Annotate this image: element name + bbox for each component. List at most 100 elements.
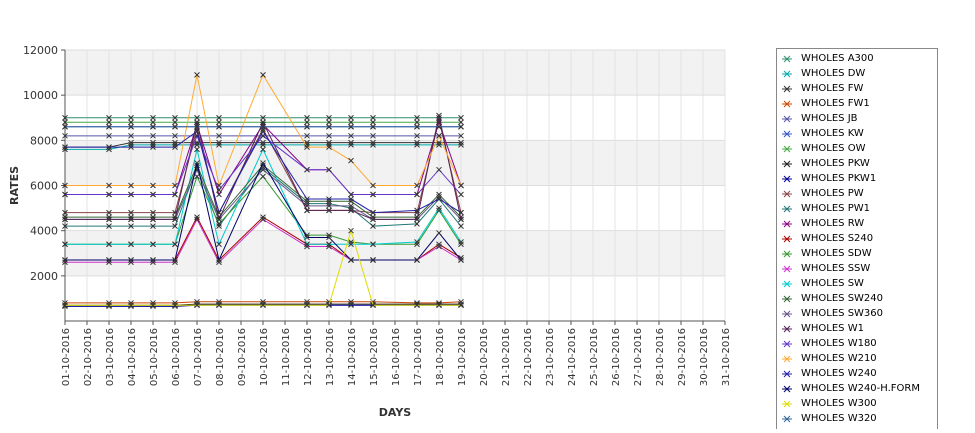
data-point <box>304 132 310 139</box>
data-point <box>458 191 464 198</box>
legend-item: WHOLES A300 <box>781 51 874 66</box>
data-point <box>348 302 354 309</box>
data-point <box>436 112 442 119</box>
data-point <box>260 146 266 153</box>
data-point <box>216 119 222 126</box>
legend-marker-icon <box>782 55 792 62</box>
data-point <box>260 123 266 130</box>
data-point <box>326 198 332 205</box>
data-point <box>128 191 134 198</box>
legend-label: WHOLES W300 <box>801 398 877 409</box>
data-point <box>370 119 376 126</box>
data-point <box>260 301 266 307</box>
data-point <box>458 223 464 230</box>
x-tick-label: 05-10-2016 <box>149 328 160 386</box>
data-point <box>326 241 332 248</box>
data-point <box>194 71 200 78</box>
data-point <box>150 209 156 216</box>
x-tick-label: 30-10-2016 <box>699 328 710 386</box>
data-point <box>348 257 354 263</box>
x-tick-label: 22-10-2016 <box>523 328 534 386</box>
data-point <box>436 207 442 214</box>
legend-item: WHOLES FW <box>781 81 863 96</box>
data-point <box>348 239 354 245</box>
data-point <box>326 139 332 146</box>
data-point <box>128 259 134 266</box>
legend-item: WHOLES PW1 <box>781 201 870 216</box>
data-point <box>216 259 222 266</box>
data-point <box>260 114 266 121</box>
data-point <box>414 257 420 263</box>
data-point <box>348 141 354 148</box>
x-tick-label: 23-10-2016 <box>545 328 556 386</box>
data-point <box>194 173 200 180</box>
data-point <box>326 200 332 207</box>
data-point <box>62 191 68 198</box>
legend-marker-icon <box>782 370 792 377</box>
data-point <box>326 202 332 209</box>
data-point <box>150 182 156 189</box>
data-point <box>216 216 222 223</box>
data-point <box>304 198 310 205</box>
legend-marker-icon <box>782 235 792 242</box>
y-tick-label: 4000 <box>30 225 58 238</box>
legend-label: WHOLES RW <box>801 218 865 229</box>
data-point <box>436 230 442 236</box>
y-axis-title: RATES <box>8 166 21 205</box>
data-point <box>106 259 112 266</box>
data-point <box>106 119 112 126</box>
x-tick-label: 02-10-2016 <box>83 328 94 386</box>
data-point <box>458 114 464 121</box>
data-point <box>326 119 332 126</box>
data-point <box>304 196 310 202</box>
data-point <box>260 214 266 220</box>
data-point <box>348 227 354 234</box>
data-point <box>106 302 112 309</box>
legend-marker-icon <box>782 205 792 212</box>
data-point <box>458 123 464 130</box>
data-point <box>106 257 112 263</box>
data-point <box>370 139 376 146</box>
data-point <box>326 234 332 241</box>
data-point <box>106 182 112 189</box>
data-point <box>216 114 222 121</box>
data-point <box>348 139 354 146</box>
data-point <box>150 114 156 121</box>
data-point <box>172 132 178 139</box>
data-point <box>150 216 156 223</box>
data-point <box>414 241 420 248</box>
data-point <box>216 139 222 146</box>
data-point <box>172 139 178 146</box>
data-point <box>436 241 442 248</box>
legend-item: WHOLES DW <box>781 66 865 81</box>
data-point <box>260 139 266 146</box>
data-point <box>326 207 332 214</box>
data-point <box>150 141 156 148</box>
data-point <box>216 223 222 230</box>
data-point <box>436 302 442 309</box>
legend-label: WHOLES SW <box>801 278 864 289</box>
data-point <box>128 114 134 121</box>
data-point <box>172 123 178 130</box>
x-tick-label: 25-10-2016 <box>589 328 600 386</box>
data-point <box>150 303 156 310</box>
data-point <box>260 166 266 173</box>
data-point <box>106 209 112 216</box>
data-point <box>326 114 332 121</box>
data-point <box>414 216 420 223</box>
data-point <box>62 216 68 223</box>
data-point <box>150 257 156 263</box>
x-tick-label: 06-10-2016 <box>171 328 182 386</box>
data-point <box>304 200 310 207</box>
data-point <box>216 123 222 130</box>
data-point <box>194 128 200 135</box>
legend-label: WHOLES OW <box>801 143 866 154</box>
data-point <box>62 146 68 153</box>
data-point <box>326 123 332 130</box>
data-point <box>370 191 376 198</box>
data-point <box>436 243 442 250</box>
data-point <box>458 257 464 263</box>
legend-label: WHOLES SW240 <box>801 293 884 304</box>
legend-marker-icon <box>782 115 792 122</box>
data-point <box>194 216 200 223</box>
